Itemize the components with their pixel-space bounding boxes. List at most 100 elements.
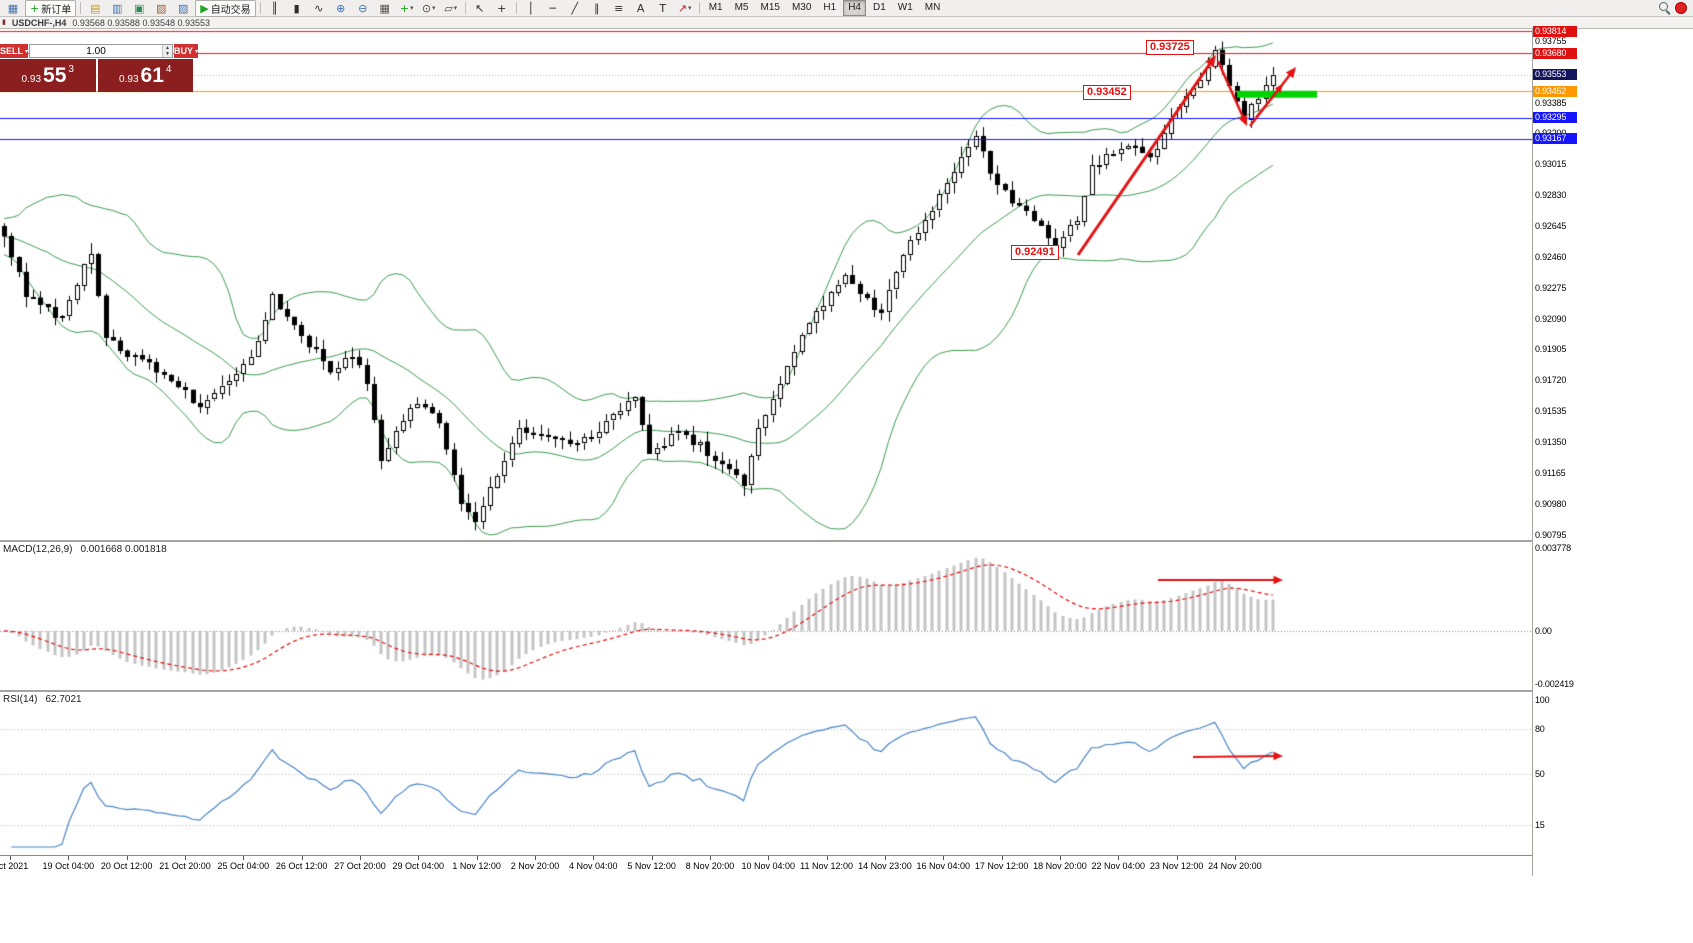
rsi-canvas[interactable] [0,692,1532,855]
cursor-button[interactable]: ↖ [470,1,490,16]
time-tick [184,856,186,860]
crosshair-button[interactable]: + [492,1,512,16]
timeframe-m30[interactable]: M30 [791,2,812,13]
candlestick-chart-button[interactable]: ▮ [287,1,307,16]
timeframe-w1[interactable]: W1 [897,2,913,13]
chevron-down-icon: ▾ [453,5,458,12]
crosshair-icon: + [497,1,507,15]
new-chart-icon: ▦ [7,1,19,15]
price-annotation[interactable]: 0.92491 [1011,245,1059,260]
fibonacci-button[interactable]: ≡ [609,1,629,16]
timeframe-bar: M1 M5 M15 M30 H1 H4 D1 W1 MN [703,0,947,16]
price-level-chip: 0.93553 [1533,69,1577,81]
autotrading-icon: ▶ [200,1,209,15]
price-scale-label: 0.91165 [1535,467,1566,478]
profiles-button[interactable]: ▤ [85,1,105,16]
timeframe-d1[interactable]: D1 [873,2,886,13]
horizontal-line-button[interactable]: ─ [543,1,563,16]
time-tick [884,856,886,860]
timeframe-m15[interactable]: M15 [760,2,780,13]
terminal-button[interactable]: ▨ [173,1,193,16]
rsi-scale-label: 50 [1535,768,1545,779]
toolbar-separator [464,2,466,14]
time-tick [359,856,361,860]
macd-canvas[interactable] [0,542,1532,690]
navigator-icon: ▧ [156,1,167,15]
price-annotation[interactable]: 0.93452 [1083,85,1131,100]
timeframe-mn[interactable]: MN [924,2,941,13]
zoom-out-icon: ⊖ [358,1,368,15]
toolbar-separator [698,2,700,14]
vertical-line-button[interactable]: │ [521,1,541,16]
trendline-button[interactable]: ╱ [565,1,585,16]
new-order-icon: + [30,1,40,15]
equidistant-channel-icon: ∥ [593,1,600,15]
text-label-button[interactable]: T [653,1,673,16]
time-label: 16 Nov 04:00 [916,861,971,871]
toolbar-items: ▦ + 新订单 ▤ ▥ ▣ ▧ ▨ ▶ 自动交易 ║ ▮ ∿ ⊕ ⊖ ▦ + ▾ ⊙ ▾ ▱ ▾ ↖ + │ ─ ╱ ∥ ≡ A T ↗ ▾ [2,0,703,17]
price-scale-label: 0.92090 [1535,313,1567,324]
timeframe-h4[interactable]: H4 [843,0,866,16]
chart-titlebar: ▮ USDCHF-,H4 0.93568 0.93588 0.93548 0.9… [0,17,1693,29]
volume-spinner: ▲ ▼ [162,45,173,57]
bar-chart-button[interactable]: ║ [265,1,285,16]
arrows-button[interactable]: ↗ ▾ [675,1,695,16]
sell-header[interactable]: SELL ▾ [0,44,29,58]
timeframe-m5[interactable]: M5 [734,2,749,13]
new-order-button[interactable]: + 新订单 [25,0,77,17]
panel-separator[interactable] [0,540,1572,542]
time-tick [1176,856,1178,860]
buy-header[interactable]: BUY ▾ [174,44,199,58]
panel-separator[interactable] [0,690,1572,692]
equidistant-channel-button[interactable]: ∥ [587,1,607,16]
data-window-button[interactable]: ▣ [129,1,149,16]
time-tick [10,856,11,860]
sell-price-big: 55 [43,64,67,87]
market-watch-button[interactable]: ▥ [107,1,127,16]
time-axis[interactable]: Oct 2021 19 Oct 04:00 20 Oct 12:00 21 Oct 2… [0,855,1532,877]
tile-windows-icon: ▦ [379,1,390,15]
indicators-button[interactable]: + ▾ [397,1,417,16]
line-chart-button[interactable]: ∿ [309,1,329,16]
buy-button[interactable]: 0.93 61 4 [97,59,193,92]
navigator-button[interactable]: ▧ [151,1,171,16]
periods-icon: ⊙ [421,1,432,15]
data-window-icon: ▣ [134,1,145,15]
volume-box: ▲ ▼ [29,44,174,58]
zoom-in-button[interactable]: ⊕ [331,1,351,16]
periods-button[interactable]: ⊙ ▾ [419,1,439,16]
tile-windows-button[interactable]: ▦ [375,1,395,16]
new-chart-button[interactable]: ▦ [3,1,23,16]
zoom-out-button[interactable]: ⊖ [353,1,373,16]
price-axis[interactable]: 0.93755 0.93385 0.93200 0.93015 0.92830 0.926… [1533,25,1577,876]
volume-increase-button[interactable]: ▲ [163,45,173,51]
text-button[interactable]: A [631,1,651,16]
bar-chart-icon: ║ [271,1,278,15]
new-order-button-label: 新订单 [41,4,72,16]
volume-decrease-button[interactable]: ▼ [163,51,173,57]
main-chart-canvas[interactable] [0,29,1532,540]
time-label: 26 Oct 12:00 [275,861,328,871]
buy-header-label: BUY [174,46,194,56]
price-scale-label: 0.90980 [1535,498,1567,509]
volume-input[interactable] [30,45,163,57]
sell-button[interactable]: 0.93 55 3 [0,59,96,92]
time-label: 22 Nov 04:00 [1091,861,1146,871]
timeframe-h1[interactable]: H1 [823,2,837,13]
time-tick [534,856,536,860]
market-watch-icon: ▥ [112,1,123,15]
profiles-icon: ▤ [90,1,101,15]
autotrading-button[interactable]: ▶ 自动交易 [195,0,256,17]
price-scale-label: 0.91905 [1535,344,1567,355]
templates-button[interactable]: ▱ ▾ [441,1,461,16]
price-scale-label: 0.90795 [1535,529,1567,540]
price-annotation[interactable]: 0.93725 [1146,40,1194,55]
time-label: 5 Nov 12:00 [627,861,676,871]
price-scale-label: 0.91720 [1535,375,1567,386]
sell-header-label: SELL [0,46,24,56]
record-icon[interactable] [1675,2,1687,14]
search-icon[interactable] [1659,2,1671,14]
time-label: 8 Nov 20:00 [685,861,735,871]
timeframe-m1[interactable]: M1 [708,2,723,13]
time-tick [1234,856,1236,860]
